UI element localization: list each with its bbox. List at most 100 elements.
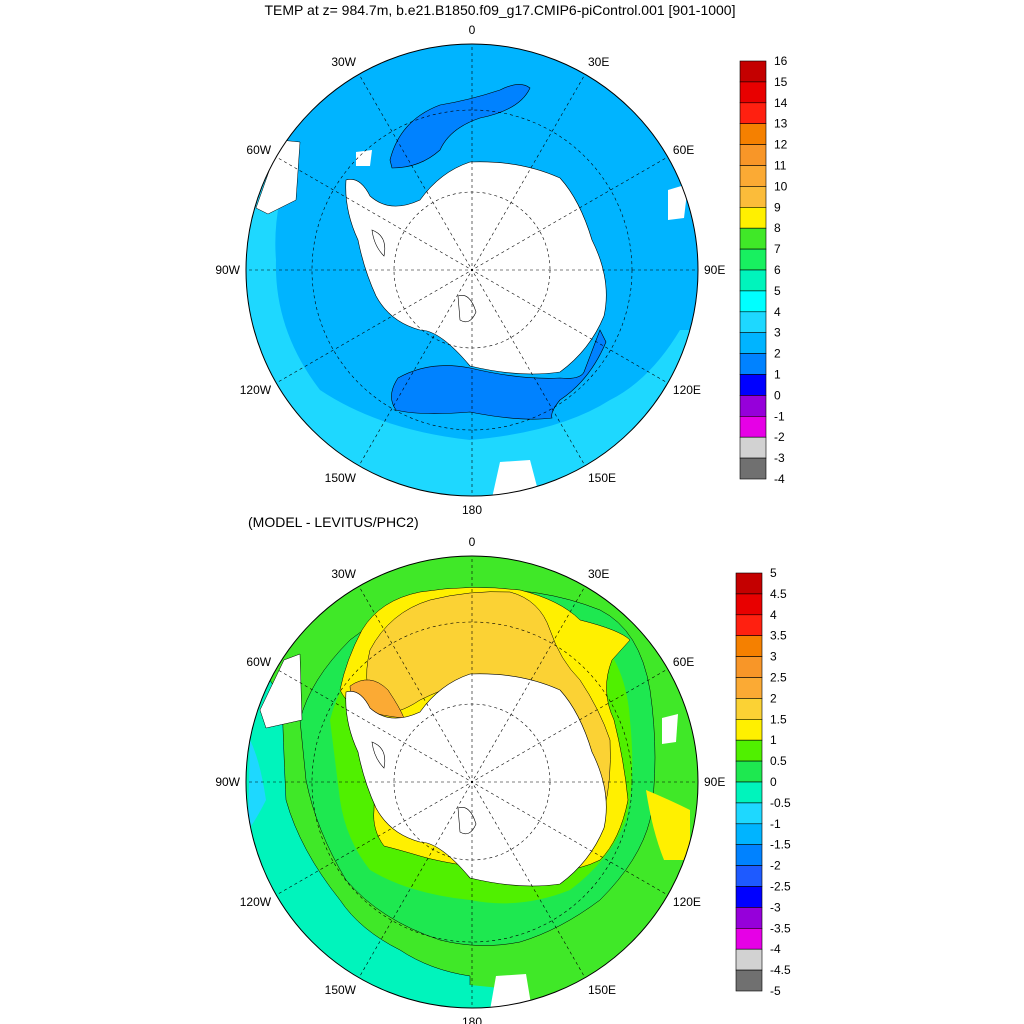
bot-colorbar-swatch [735,907,763,929]
bot-colorbar-label: -4.5 [770,963,791,977]
top-colorbar-label: 14 [774,96,788,110]
top-colorbar-label: -2 [774,430,785,444]
top-colorbar-swatch [739,395,767,417]
bot-colorbar-label: -3.5 [770,921,791,935]
bottom-meridians [246,556,698,1008]
bot-colorbar-label: -1 [770,817,781,831]
bot-colorbar-label: 4 [770,608,777,622]
bot-colorbar-label: 2.5 [770,671,787,685]
bot-meridian-line [358,586,471,779]
bot-colorbar-swatch [735,948,763,971]
top-lon-label: 90E [704,263,725,277]
bot-colorbar-swatch [735,614,763,636]
bottom-plot-title: (MODEL - LEVITUS/PHC2) [248,514,419,530]
bot-colorbar-swatch [735,677,763,699]
bot-colorbar-swatch [735,781,763,804]
bot-colorbar-label: 4.5 [770,587,787,601]
bot-lon-label: 90E [704,775,725,789]
top-colorbar-label: -1 [774,409,785,423]
top-colorbar-label: 4 [774,305,781,319]
top-colorbar-swatch [739,269,767,292]
bot-colorbar-swatch [735,927,763,950]
top-colorbar-swatch [739,415,767,438]
bot-lon-label: 150E [588,983,616,997]
top-meridian-line [358,74,471,267]
top-polar-map: 0 30E 60E 90E 120E 150E 180 150W 120W 90W 60W 30W [215,23,725,517]
top-lon-label: 150E [588,471,616,485]
top-lon-label: 30W [331,55,356,69]
top-colorbar-label: 0 [774,388,781,402]
top-lon-label: 0 [469,23,476,37]
top-colorbar-swatch [739,123,767,145]
top-colorbar-swatch [739,207,767,229]
bot-colorbar-label: -0.5 [770,796,791,810]
top-colorbar-label: 16 [774,54,788,68]
bot-pole-dot [470,780,474,784]
bot-colorbar-swatch [735,760,763,783]
bot-lon-label: 60E [673,655,694,669]
top-meridian-line [473,74,586,267]
top-colorbar-swatch [739,353,767,375]
top-colorbar-label: -4 [774,472,785,486]
top-colorbar-swatch [739,374,767,396]
top-colorbar-swatch [739,60,767,83]
top-colorbar-label: 8 [774,221,781,235]
top-colorbar-swatch [739,436,767,459]
bot-lon-label: 30W [331,567,356,581]
bot-colorbar-swatch [735,593,763,616]
bot-colorbar-label: -2.5 [770,880,791,894]
bot-meridian-line [473,586,586,779]
bottom-longitude-labels: 0 30E 60E 90E 120E 150E 180 150W 120W 90W 60W 30W [215,535,725,1024]
bot-colorbar-label: 0.5 [770,754,787,768]
bot-lon-label: 0 [469,535,476,549]
top-colorbar-swatch [739,248,767,271]
top-lon-label: 30E [588,55,609,69]
top-colorbar-swatch [739,102,767,125]
bot-colorbar-label: 3 [770,650,777,664]
bottom-map-border [245,555,699,1009]
top-field-1-2-south [391,329,607,420]
top-lon-label: 150W [325,471,357,485]
bot-colorbar-label: 5 [770,566,777,580]
bot-colorbar-label: -5 [770,984,781,998]
top-colorbar-swatch [739,186,767,208]
bot-colorbar-swatch [735,739,763,762]
top-colorbar-label: 11 [774,159,787,173]
bot-colorbar-swatch [735,886,763,908]
top-colorbar-swatch [739,457,767,480]
top-colorbar-label: 15 [774,75,788,89]
top-field-3-4 [246,140,698,496]
top-colorbar-swatch [739,165,767,187]
top-colorbar-label: 3 [774,326,781,340]
bot-lon-label: 90W [215,775,240,789]
top-colorbar-swatch [739,332,767,354]
bot-lon-label: 120W [240,895,272,909]
bottom-polar-map: 0 30E 60E 90E 120E 150E 180 150W 120W 90W 60W 30W [215,535,725,1024]
top-longitude-labels: 0 30E 60E 90E 120E 150E 180 150W 120W 90W 60W 30W [215,23,725,517]
bot-colorbar-swatch [735,802,763,825]
top-meridian-line [276,156,469,269]
top-lon-label: 180 [462,503,482,517]
bot-lon-label: 60W [246,655,271,669]
bot-lon-label: 120E [673,895,701,909]
bot-lon-label: 150W [325,983,357,997]
top-meridian-line [276,271,469,384]
bot-colorbar-swatch [735,844,763,866]
top-colorbar-label: 13 [774,117,788,131]
top-meridian-line [358,273,471,466]
bot-meridian-line [276,783,469,896]
bot-meridian-line [475,783,668,896]
top-colorbar-swatch [739,290,767,313]
bot-colorbar-label: -4 [770,942,781,956]
bottom-colorbar: 5 4.5 4 3.5 3 2.5 2 1.5 1 0.5 0 -0.5 -1 -1.5 -2 -2.5 -3 -… [735,566,791,998]
top-pole-dot [470,268,474,272]
top-lon-label: 120E [673,383,701,397]
top-meridian-line [473,273,586,466]
top-colorbar-label: 6 [774,263,781,277]
bot-colorbar-label: 3.5 [770,629,787,643]
bot-lon-label: 30E [588,567,609,581]
top-meridians [246,44,698,496]
top-colorbar-label: 5 [774,284,781,298]
top-plot-title: TEMP at z= 984.7m, b.e21.B1850.f09_g17.C… [264,2,736,18]
top-colorbar-swatch [739,311,767,333]
